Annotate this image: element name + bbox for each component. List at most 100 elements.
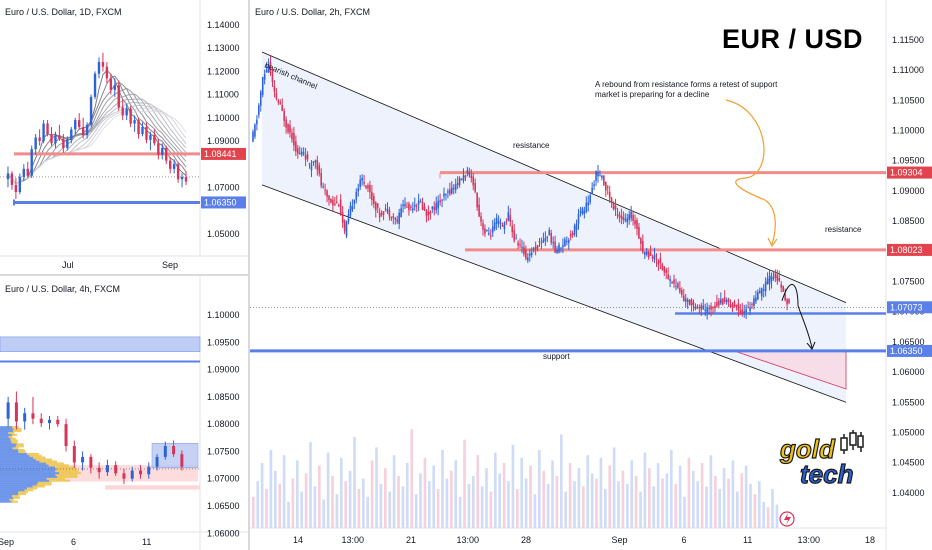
h4-y-tick: 1.08000 (207, 419, 240, 429)
h2-volume-bar (463, 439, 466, 528)
h2-candle (630, 211, 632, 219)
h2-volume-bar (771, 489, 774, 528)
h4-volume-profile-bar-alt (36, 483, 52, 486)
h2-volume-bar (489, 491, 493, 528)
h2-candle (638, 226, 640, 239)
h2-candle (649, 252, 652, 256)
h2-candle (470, 175, 473, 179)
daily-chart-svg: 1.14000 1.13000 1.12000 1.11000 1.10000 1.090… (0, 0, 248, 270)
h2-candle (425, 210, 428, 217)
h2-support-price: 1.06350 (890, 346, 923, 356)
h2-y-tick: 1.07500 (892, 276, 925, 286)
h2-candle (663, 266, 666, 273)
h2-candle (745, 309, 747, 313)
daily-x-tick: Sep (162, 260, 178, 270)
h2-volume-bar (454, 460, 458, 528)
h2-volume-bar (441, 450, 444, 528)
h2-candle (673, 279, 675, 284)
daily-candle (85, 124, 89, 136)
h2-candle (647, 251, 650, 258)
daily-candle (165, 147, 168, 161)
h2-candle (739, 310, 742, 313)
h2-x-tick: 14 (293, 535, 303, 545)
h2-candle (394, 217, 397, 220)
logo-text-top: gold (779, 434, 836, 464)
h2-volume-bar (348, 470, 352, 528)
h2-candle (328, 195, 330, 201)
h2-resistance-upper-price-bg (887, 166, 932, 179)
h4-x-tick: Sep (0, 537, 14, 547)
h2-candle (622, 216, 625, 221)
h4-volume-profile-bar (0, 454, 30, 457)
h2-candle (261, 77, 264, 96)
h2-candle (655, 258, 658, 260)
h2-candle (694, 305, 697, 310)
h2-candle (373, 196, 375, 205)
h2-y-tick: 1.08500 (892, 216, 925, 226)
h2-candle (302, 152, 305, 155)
h2-candle (337, 205, 340, 207)
h2-candle (591, 187, 593, 194)
h2-candle (770, 275, 773, 282)
vertical-divider[interactable] (248, 0, 250, 550)
h2-volume-bar (749, 483, 752, 528)
daily-candle (70, 129, 73, 140)
h2-candle (710, 306, 712, 310)
h2-candle (766, 278, 769, 285)
daily-ma-ribbon-line (7, 75, 187, 185)
daily-candle (93, 73, 97, 97)
h2-volume-bar (331, 476, 334, 528)
daily-candle (141, 127, 144, 134)
h2-candle (729, 304, 732, 308)
h2-candle (267, 64, 270, 73)
h2-candle (365, 185, 367, 188)
h2-candle (723, 297, 726, 302)
h2-volume-bar (766, 507, 770, 528)
h2-volume-bar (604, 489, 607, 528)
h2-candle (716, 301, 718, 307)
daily-candle (30, 149, 33, 176)
h2-candle (495, 217, 498, 224)
h4-volume-profile-bar-alt (11, 494, 20, 498)
h2-candle (700, 304, 703, 310)
h2-volume-bar (335, 494, 339, 528)
h2-volume-bar (648, 468, 651, 528)
h4-volume-profile-bar-alt (18, 449, 25, 452)
h2-candle (764, 281, 767, 292)
horizontal-divider[interactable] (0, 274, 248, 276)
h4-volume-profile-bar (0, 500, 12, 503)
h2-candle (359, 179, 361, 188)
daily-candle (97, 62, 101, 74)
h2-candle (369, 185, 371, 193)
h2-candle (671, 282, 673, 284)
h2-volume-bar (696, 481, 700, 528)
daily-y-tick: 1.14000 (207, 20, 240, 30)
daily-candle (121, 107, 124, 116)
h2-candle (499, 222, 502, 224)
h2-candle (530, 252, 533, 256)
h4-volume-profile-bar-alt (35, 458, 53, 461)
daily-chart-panel[interactable]: 1.14000 1.13000 1.12000 1.11000 1.10000 1.090… (0, 0, 248, 274)
h2-x-tick: 18 (865, 535, 875, 545)
h2-candle (546, 236, 549, 238)
h4-volume-profile-bar (0, 468, 57, 471)
two-hour-chart-panel[interactable]: 1.11500 1.11000 1.10500 1.10000 1.09500 1.090… (250, 0, 932, 550)
four-hour-chart-panel[interactable]: 1.10000 1.09500 1.09000 1.08500 1.08000 1.075… (0, 276, 248, 550)
h2-volume-bar (740, 473, 744, 528)
h4-candle (72, 446, 76, 463)
h4-volume-profile-bar (0, 494, 12, 498)
h2-candle (345, 221, 348, 237)
h4-volume-profile-bar-alt (10, 437, 16, 440)
h2-current-price: 1.07073 (890, 302, 923, 312)
h2-volume-bar (762, 502, 766, 528)
daily-candle (180, 176, 184, 180)
h2-volume-bar (674, 483, 678, 528)
h2-volume-bar (630, 460, 634, 528)
h2-candle (581, 208, 584, 214)
h4-volume-profile-bar-alt (12, 447, 19, 450)
h2-candle (468, 172, 471, 176)
h2-support-price-bg (887, 344, 932, 357)
h2-volume-bar (665, 473, 669, 528)
h4-volume-profile-bar (0, 462, 47, 465)
h2-candle (554, 241, 556, 253)
